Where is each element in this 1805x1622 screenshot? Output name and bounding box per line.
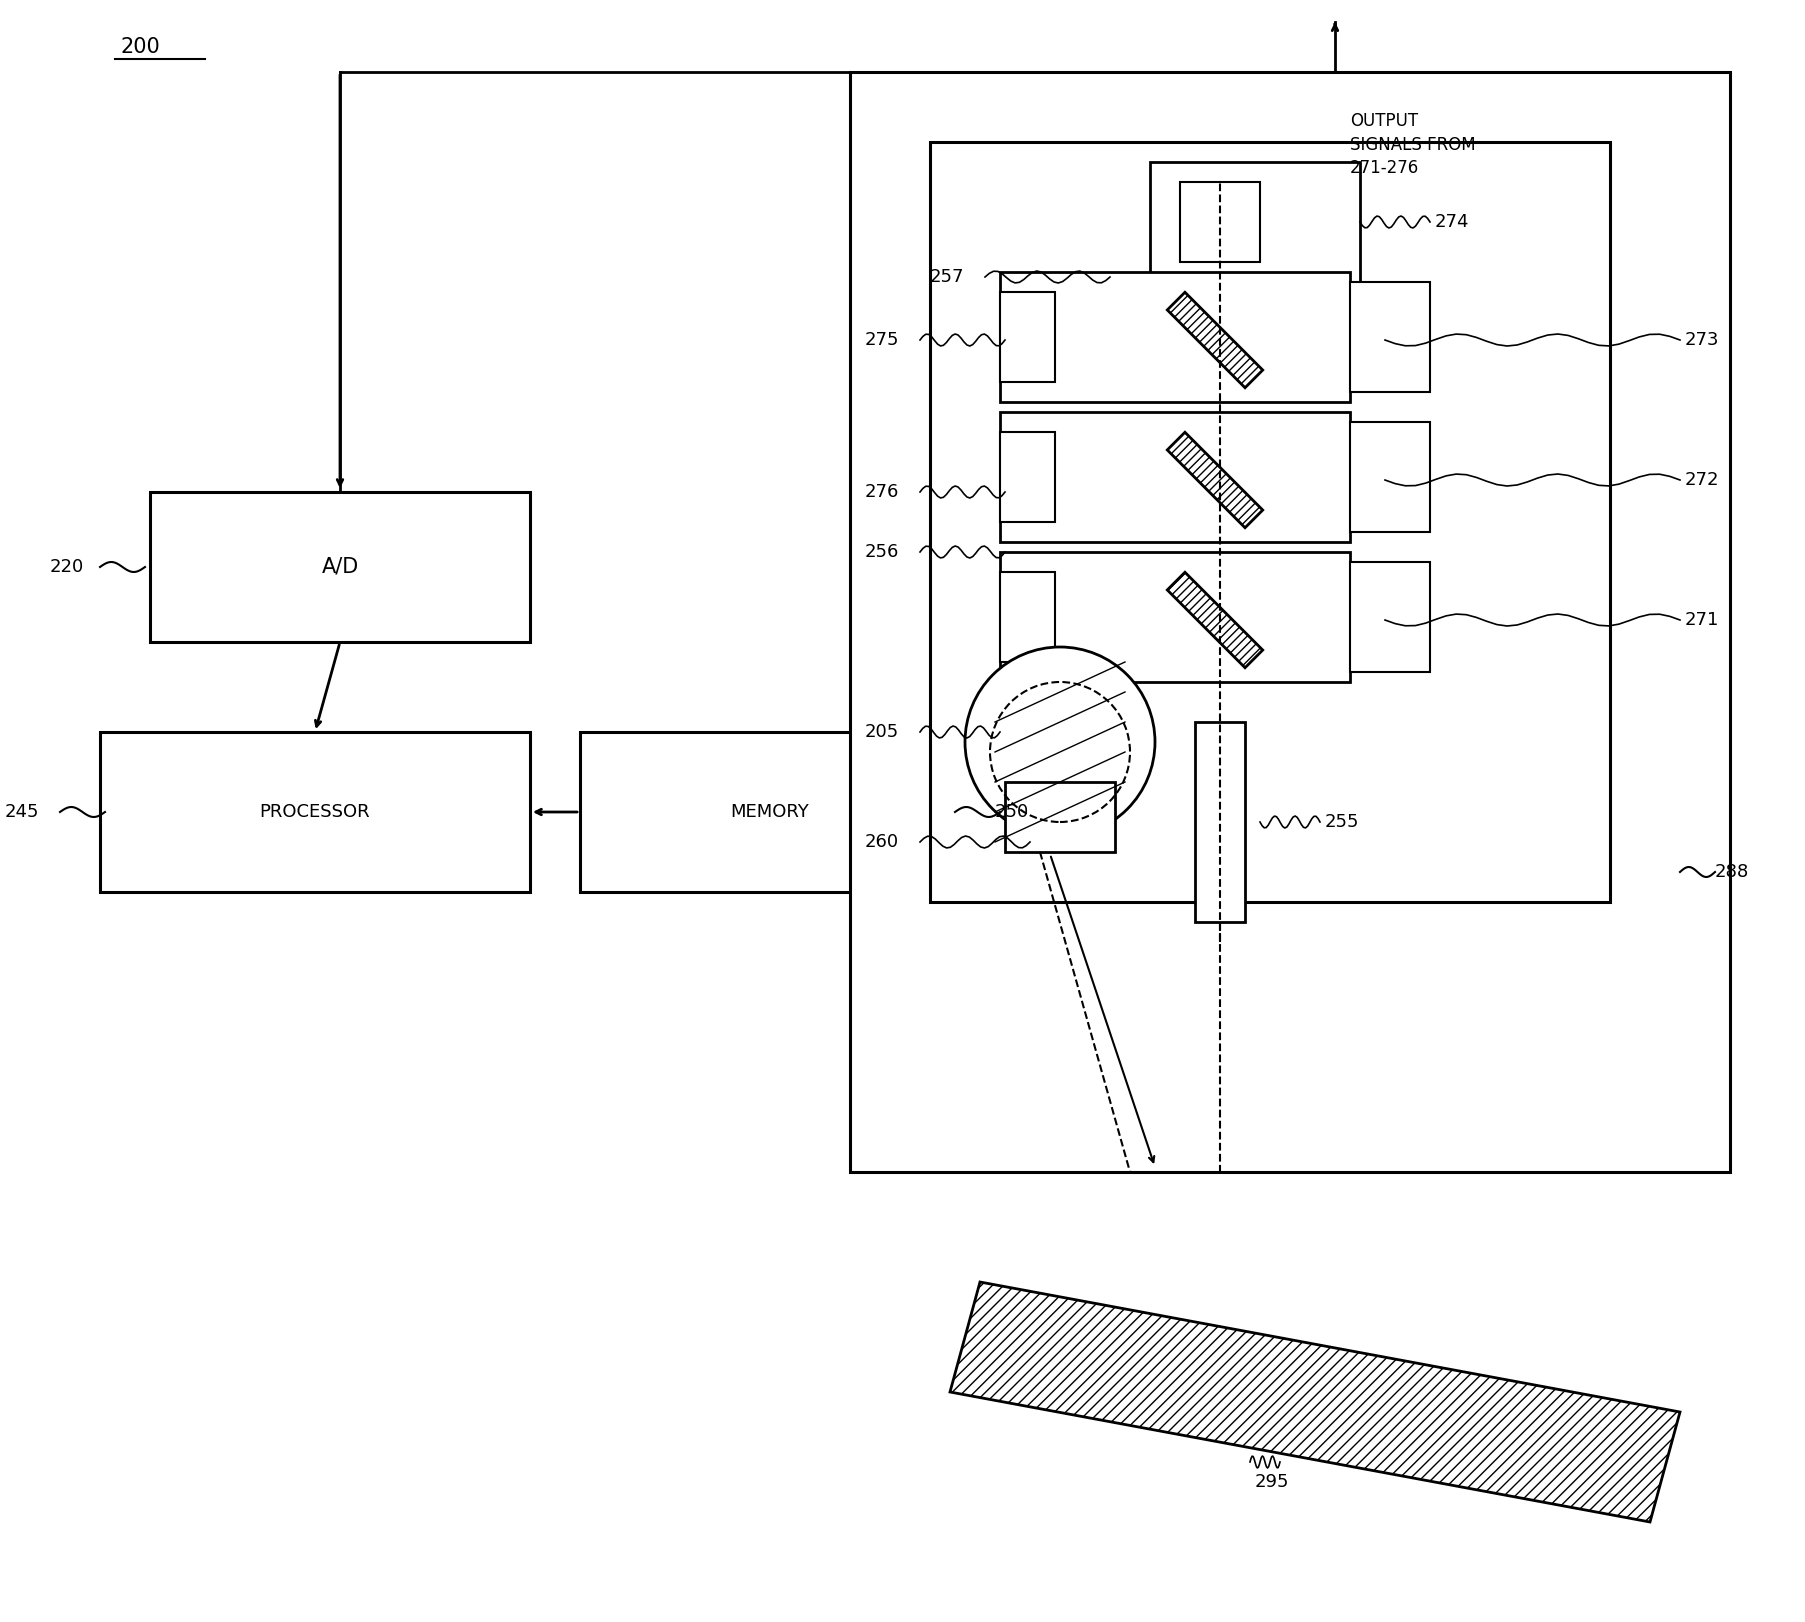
Text: 274: 274 <box>1435 212 1469 230</box>
Polygon shape <box>949 1281 1680 1521</box>
Text: 295: 295 <box>1254 1473 1289 1491</box>
FancyBboxPatch shape <box>1350 282 1430 393</box>
Text: 257: 257 <box>930 268 964 285</box>
Text: 245: 245 <box>5 803 40 821</box>
Text: 272: 272 <box>1686 470 1720 488</box>
Text: 275: 275 <box>865 331 899 349</box>
Text: 205: 205 <box>865 723 899 741</box>
Text: MEMORY: MEMORY <box>731 803 809 821</box>
FancyBboxPatch shape <box>1195 722 1245 921</box>
Text: 276: 276 <box>865 483 899 501</box>
FancyBboxPatch shape <box>579 732 960 892</box>
Polygon shape <box>1168 573 1264 668</box>
FancyBboxPatch shape <box>1000 551 1350 681</box>
Text: 260: 260 <box>865 834 899 852</box>
Polygon shape <box>1168 292 1264 388</box>
FancyBboxPatch shape <box>1000 272 1350 402</box>
Text: 255: 255 <box>1325 813 1359 830</box>
Text: OUTPUT
SIGNALS FROM
271-276: OUTPUT SIGNALS FROM 271-276 <box>1350 112 1476 177</box>
Text: A/D: A/D <box>321 556 359 577</box>
Circle shape <box>966 647 1155 837</box>
FancyBboxPatch shape <box>150 491 531 642</box>
FancyBboxPatch shape <box>1350 422 1430 532</box>
Text: PROCESSOR: PROCESSOR <box>260 803 370 821</box>
FancyBboxPatch shape <box>1350 561 1430 672</box>
FancyBboxPatch shape <box>1150 162 1359 282</box>
FancyBboxPatch shape <box>1000 412 1350 542</box>
Text: 273: 273 <box>1686 331 1720 349</box>
Text: 256: 256 <box>865 543 899 561</box>
FancyBboxPatch shape <box>850 71 1729 1173</box>
FancyBboxPatch shape <box>1000 573 1054 662</box>
Polygon shape <box>1168 433 1264 527</box>
FancyBboxPatch shape <box>930 143 1610 902</box>
Text: 200: 200 <box>119 37 161 57</box>
FancyBboxPatch shape <box>99 732 531 892</box>
Text: 220: 220 <box>51 558 85 576</box>
Text: 288: 288 <box>1715 863 1749 881</box>
FancyBboxPatch shape <box>1180 182 1260 263</box>
FancyBboxPatch shape <box>1005 782 1115 852</box>
Text: 271: 271 <box>1686 611 1720 629</box>
FancyBboxPatch shape <box>1000 431 1054 522</box>
Text: 250: 250 <box>995 803 1029 821</box>
FancyBboxPatch shape <box>1000 292 1054 383</box>
